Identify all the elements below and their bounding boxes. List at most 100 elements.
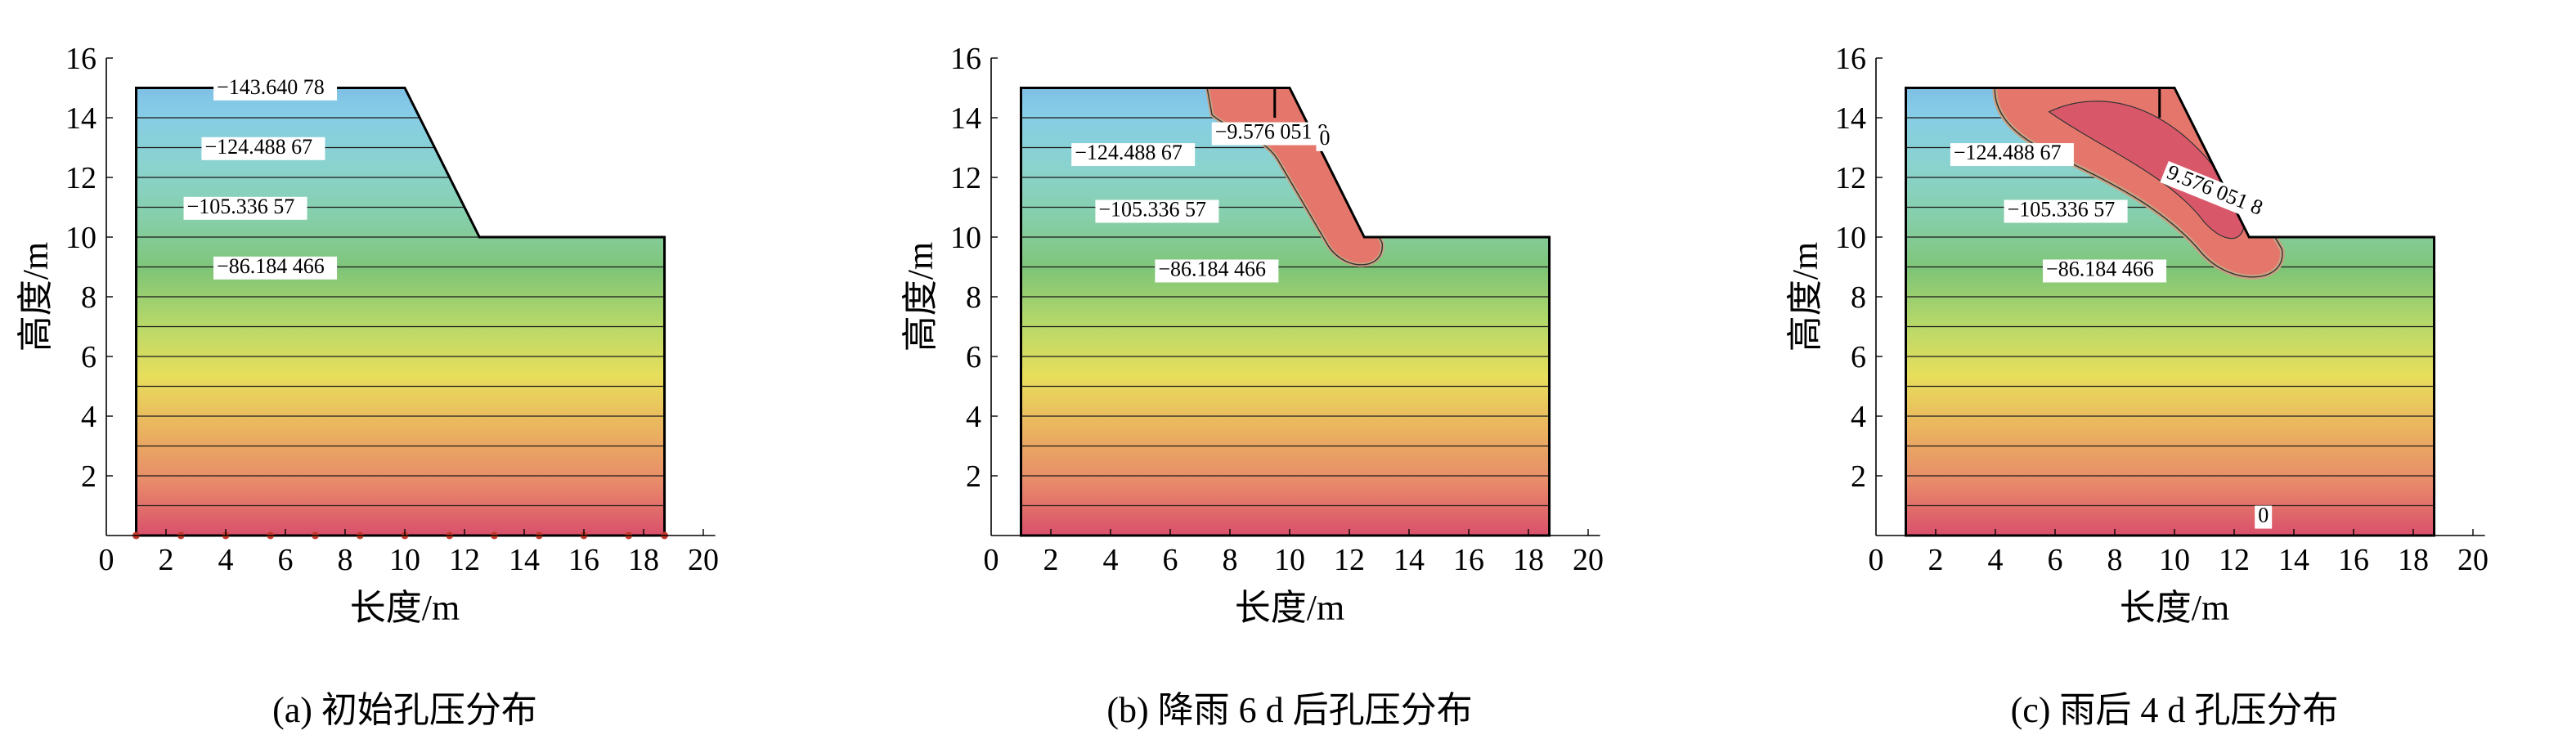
x-tick-label: 12	[2219, 543, 2250, 577]
x-tick-label: 8	[1223, 543, 1238, 577]
y-tick-label: 8	[966, 280, 981, 315]
y-tick-label: 14	[65, 101, 96, 136]
contour-label-box	[183, 196, 307, 220]
x-tick-label: 2	[159, 543, 174, 577]
x-tick-label: 0	[99, 543, 114, 577]
panel-caption: (a) 初始孔压分布	[272, 690, 537, 730]
x-tick-label: 12	[449, 543, 480, 577]
contour-label: 0	[2255, 504, 2273, 529]
x-tick-label: 2	[1928, 543, 1944, 577]
x-tick-label: 18	[628, 543, 659, 577]
contour-label-box	[213, 256, 338, 280]
contour-label-text: −124.488 67	[1954, 141, 2062, 164]
y-tick-label: 14	[950, 101, 981, 136]
y-axis-title: 高度/m	[16, 242, 56, 352]
y-tick-label: 10	[950, 221, 981, 255]
contour-label-box	[2043, 259, 2167, 283]
contour-label-box	[1950, 143, 2074, 167]
x-tick-label: 12	[1334, 543, 1365, 577]
x-tick-label: 2	[1043, 543, 1059, 577]
contour-label-text: 0	[2258, 504, 2269, 527]
y-tick-label: 16	[65, 42, 96, 76]
panel-b: 0 2 4 6 8 10 12 14 16 18 20 2 4 6 8 10 12 14 16 长度/m 高度/m (b)…	[900, 42, 1604, 730]
y-tick-label: 6	[81, 340, 96, 374]
x-tick-label: 16	[568, 543, 599, 577]
contour-label-text: −105.336 57	[1098, 197, 1206, 221]
contour-label-box	[1316, 128, 1334, 151]
panel-caption: (c) 雨后 4 d 孔压分布	[2011, 690, 2339, 730]
x-tick-label: 16	[2338, 543, 2369, 577]
contour-label-text: −143.640 78	[217, 75, 325, 99]
x-tick-label: 20	[2457, 543, 2488, 577]
y-axis-title: 高度/m	[900, 242, 940, 352]
contour-label-text: −86.184 466	[2046, 257, 2154, 280]
contour-label-box	[1071, 143, 1196, 167]
contour-label-text: −9.576 051 8	[1215, 120, 1328, 144]
contour-label-text: −124.488 67	[204, 135, 312, 159]
wet-zone-core	[2048, 101, 2245, 240]
y-tick-label: 4	[81, 400, 96, 434]
x-tick-label: 4	[1103, 543, 1119, 577]
y-tick-label: 12	[1835, 161, 1866, 195]
contour-label: −124.488 67	[201, 135, 325, 160]
wet-zone-outline	[1994, 87, 2283, 278]
contour-label-box	[213, 77, 338, 101]
contour-label: −105.336 57	[1095, 197, 1219, 223]
y-tick-label: 2	[1851, 459, 1866, 494]
contour-label: −143.640 78	[213, 75, 338, 101]
x-tick-label: 8	[2107, 543, 2123, 577]
y-axis-title: 高度/m	[1785, 242, 1825, 352]
contour-label: −105.336 57	[183, 195, 307, 220]
x-tick-label: 14	[509, 543, 540, 577]
contour-label-box	[1095, 199, 1219, 223]
x-tick-label: 6	[2048, 543, 2063, 577]
contour-label-box	[1155, 259, 1279, 283]
y-tick-label: 8	[81, 280, 96, 315]
x-tick-label: 20	[1573, 543, 1604, 577]
y-tick-label: 4	[1851, 400, 1866, 434]
x-tick-label: 20	[688, 543, 719, 577]
contour-label-text: −86.184 466	[1158, 257, 1266, 280]
contour-label: −124.488 67	[1071, 141, 1196, 167]
y-tick-label: 6	[1851, 340, 1866, 374]
contour-label-box	[2004, 199, 2128, 223]
x-tick-label: 6	[1163, 543, 1178, 577]
x-tick-label: 14	[1393, 543, 1425, 577]
y-tick-label: 10	[65, 221, 96, 255]
contour-label: −86.184 466	[213, 254, 338, 280]
contour-label-box	[2255, 505, 2273, 529]
y-tick-label: 16	[1835, 42, 1866, 76]
contour-label: −105.336 57	[2004, 197, 2128, 223]
x-axis-title: 长度/m	[1235, 588, 1344, 628]
panel-c: 0 2 4 6 8 10 12 14 16 18 20 2 4 6 8 10 12 14 16 长度/m 高度/m (c)…	[1785, 42, 2488, 730]
contour-label-text: −86.184 466	[217, 254, 325, 278]
y-tick-label: 6	[966, 340, 981, 374]
x-tick-label: 10	[2159, 543, 2190, 577]
y-tick-label: 14	[1835, 101, 1866, 136]
y-tick-label: 4	[966, 400, 981, 434]
contour-label-text: −105.336 57	[187, 195, 295, 218]
y-tick-label: 10	[1835, 221, 1866, 255]
y-tick-label: 2	[81, 459, 96, 494]
contour-label-box	[2160, 160, 2283, 229]
x-tick-label: 0	[984, 543, 999, 577]
contour-label-box	[201, 137, 325, 160]
x-tick-label: 18	[2398, 543, 2429, 577]
y-tick-label: 16	[950, 42, 981, 76]
y-tick-label: 12	[65, 161, 96, 195]
y-tick-label: 8	[1851, 280, 1866, 315]
panel-caption: (b) 降雨 6 d 后孔压分布	[1106, 690, 1472, 730]
x-axis-title: 长度/m	[2120, 588, 2229, 628]
x-tick-label: 8	[338, 543, 353, 577]
x-tick-label: 6	[278, 543, 294, 577]
panel-a: 0 2 4 6 8 10 12 14 16 18 20 2 4 6 8 10 12 14 16 长度/m 高度/m (a)…	[16, 42, 719, 730]
x-tick-label: 10	[389, 543, 420, 577]
y-tick-label: 12	[950, 161, 981, 195]
x-tick-label: 18	[1513, 543, 1544, 577]
contour-label: −86.184 466	[2043, 257, 2167, 283]
x-tick-label: 4	[1988, 543, 2004, 577]
x-tick-label: 16	[1453, 543, 1484, 577]
contour-label: −124.488 67	[1950, 141, 2074, 167]
contour-label-text: 0	[1320, 126, 1331, 150]
